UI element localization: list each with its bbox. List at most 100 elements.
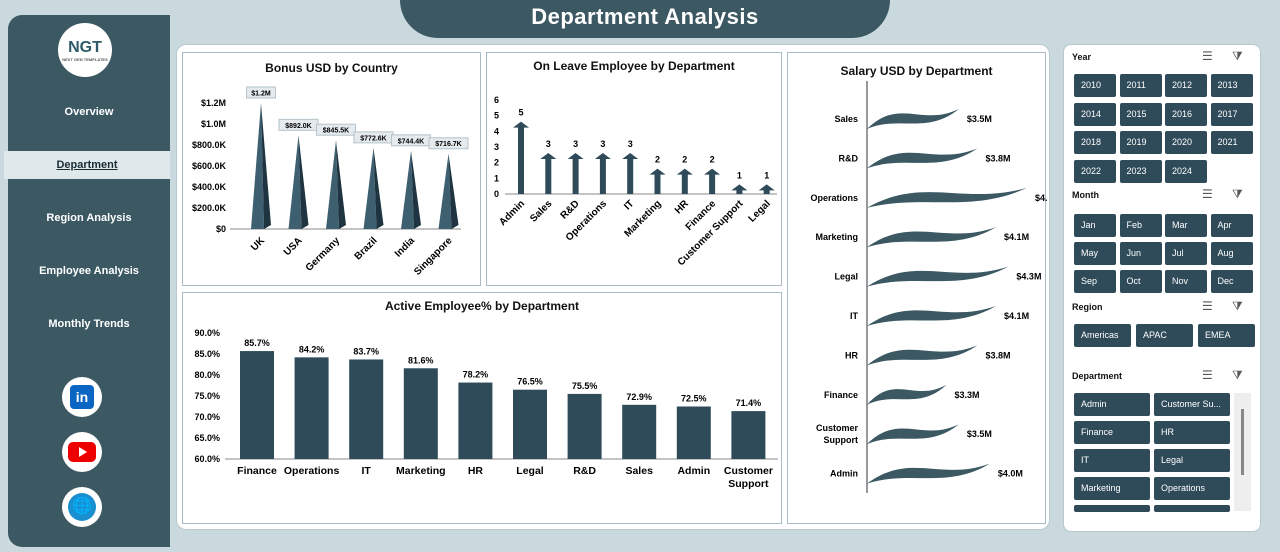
bar-wave: [867, 187, 1027, 208]
bar-wave: [867, 463, 990, 484]
slicer-month-item[interactable]: Aug: [1210, 242, 1253, 265]
x-tick-label: Customer: [724, 465, 773, 477]
y-tick-label: $200.0K: [192, 203, 227, 213]
slicer-month-item[interactable]: Sep: [1074, 270, 1116, 293]
slicer-month-item[interactable]: Dec: [1210, 270, 1253, 293]
data-label: $716.7K: [435, 141, 461, 148]
data-label: 83.7%: [353, 346, 379, 356]
slicer-year-item[interactable]: 2015: [1119, 102, 1162, 126]
multi-select-icon[interactable]: ☰: [1202, 299, 1213, 313]
slicer-year-item[interactable]: 2023: [1119, 159, 1162, 183]
globe-icon[interactable]: 🌐: [62, 487, 102, 527]
data-label: 81.6%: [408, 355, 434, 365]
slicer-department-item[interactable]: Marketing: [1074, 477, 1150, 500]
slicer-year-item[interactable]: 2016: [1165, 102, 1207, 126]
nav-overview[interactable]: Overview: [64, 106, 114, 118]
slicer-month-item[interactable]: Jan: [1074, 214, 1116, 237]
clear-filter-icon[interactable]: ⧩: [1232, 368, 1243, 382]
slicer-region-item[interactable]: Americas: [1074, 324, 1131, 347]
nav-monthly-trends[interactable]: Monthly Trends: [48, 318, 130, 330]
bar-wave: [867, 345, 978, 366]
slicer-department-item[interactable]: Customer Su...: [1154, 393, 1230, 416]
y-tick-label: Support: [824, 435, 859, 445]
youtube-icon[interactable]: [62, 432, 102, 472]
data-label: $744.4K: [398, 138, 424, 145]
nav-department[interactable]: Department: [4, 151, 170, 179]
x-tick-label: R&D: [559, 198, 582, 221]
slicer-department-item[interactable]: Finance: [1074, 421, 1150, 444]
data-label: $4.0M: [998, 469, 1023, 479]
bar: [294, 357, 329, 459]
slicer-year-item[interactable]: 2011: [1119, 74, 1162, 97]
x-tick-label: R&D: [573, 465, 596, 477]
slicer-year-item[interactable]: 2010: [1074, 74, 1116, 97]
slicer-month-item[interactable]: Mar: [1165, 214, 1207, 237]
slicer-month-item[interactable]: May: [1074, 242, 1116, 265]
y-tick-label: Sales: [834, 114, 858, 124]
slicer-month-item[interactable]: Oct: [1119, 270, 1162, 293]
slicer-year-item[interactable]: 2012: [1165, 74, 1207, 97]
slicer-year-item[interactable]: 2022: [1074, 159, 1116, 183]
data-label: $4.6M: [1035, 193, 1047, 203]
slicer-department-item[interactable]: [1074, 505, 1150, 512]
slicer-month-item[interactable]: Apr: [1210, 214, 1253, 237]
department-scrollbar[interactable]: [1234, 393, 1251, 511]
logo-text: NGT: [68, 38, 102, 56]
slicer-year-item[interactable]: 2017: [1210, 102, 1253, 126]
slicer-year-item[interactable]: 2019: [1119, 131, 1162, 154]
bar: [622, 404, 657, 459]
clear-filter-icon[interactable]: ⧩: [1232, 299, 1243, 313]
data-label: 3: [600, 139, 605, 149]
multi-select-icon[interactable]: ☰: [1202, 187, 1213, 201]
slicer-month-item[interactable]: Nov: [1165, 270, 1207, 293]
y-tick-label: $800.0K: [192, 140, 227, 150]
slicer-year-item[interactable]: 2021: [1210, 131, 1253, 154]
bar-arrow: [704, 168, 721, 194]
x-tick-label: Singapore: [412, 235, 455, 278]
slicer-department-item[interactable]: [1154, 505, 1230, 512]
data-label: 78.2%: [463, 370, 489, 380]
bar-arrow: [594, 153, 611, 194]
data-label: $4.1M: [1004, 232, 1029, 242]
data-label: $892.0K: [285, 123, 311, 130]
slicer-department-item[interactable]: Legal: [1154, 449, 1230, 472]
slicer-region-label: Region: [1072, 302, 1103, 312]
slicer-region-item[interactable]: APAC: [1136, 324, 1193, 347]
bar-shade: [373, 147, 384, 229]
slicer-department-item[interactable]: IT: [1074, 449, 1150, 472]
multi-select-icon[interactable]: ☰: [1202, 49, 1213, 63]
linkedin-icon[interactable]: in: [62, 377, 102, 417]
page-title: Department Analysis: [400, 0, 890, 38]
slicer-department-item[interactable]: Admin: [1074, 393, 1150, 416]
sidebar: NGT NEXT GEN TEMPLATES Overview Departmen…: [4, 15, 170, 547]
y-tick-label: 85.0%: [194, 349, 220, 359]
slicer-year-item[interactable]: 2024: [1165, 159, 1207, 183]
data-label: $1.2M: [251, 91, 271, 98]
data-label-box: [316, 123, 356, 136]
slicer-department-item[interactable]: Operations: [1154, 477, 1230, 500]
x-tick-label: HR: [468, 465, 484, 477]
slicer-month-item[interactable]: Jul: [1165, 242, 1207, 265]
bar: [288, 135, 302, 229]
slicer-year-item[interactable]: 2014: [1074, 102, 1116, 126]
y-tick-label: 1: [494, 173, 499, 183]
clear-filter-icon[interactable]: ⧩: [1232, 187, 1243, 201]
nav-employee-analysis[interactable]: Employee Analysis: [39, 265, 139, 277]
slicer-year-item[interactable]: 2020: [1165, 131, 1207, 154]
data-label-box: [246, 86, 276, 99]
y-tick-label: 70.0%: [194, 412, 220, 422]
slicer-month-item[interactable]: Feb: [1119, 214, 1162, 237]
x-tick-label: UK: [249, 235, 268, 254]
slicer-department-item[interactable]: HR: [1154, 421, 1230, 444]
bar: [676, 406, 711, 459]
data-label: 2: [655, 155, 660, 165]
slicer-month-item[interactable]: Jun: [1119, 242, 1162, 265]
clear-filter-icon[interactable]: ⧩: [1232, 49, 1243, 63]
nav-region-analysis[interactable]: Region Analysis: [46, 212, 132, 224]
slicer-region-item[interactable]: EMEA: [1198, 324, 1255, 347]
slicer-year-item[interactable]: 2013: [1210, 74, 1253, 97]
slicer-year-item[interactable]: 2018: [1074, 131, 1116, 154]
bar-shade: [298, 135, 309, 229]
bar: [513, 389, 547, 459]
multi-select-icon[interactable]: ☰: [1202, 368, 1213, 382]
